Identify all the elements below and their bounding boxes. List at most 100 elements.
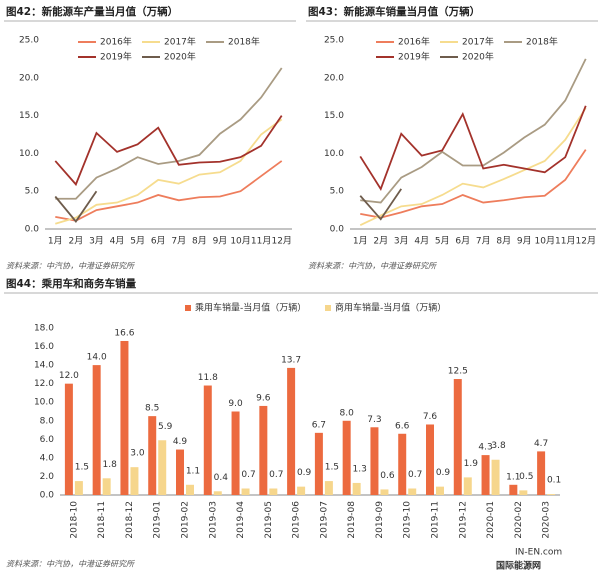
bar — [463, 477, 472, 495]
x-tick-label: 5月 — [435, 236, 450, 247]
legend-label: 2019年 — [398, 51, 430, 63]
chart-title: 图44：乘用车和商务车销量 — [6, 277, 137, 290]
data-label: 16.6 — [114, 328, 134, 338]
data-label: 12.0 — [59, 371, 79, 381]
bar — [352, 482, 361, 495]
data-label: 13.7 — [281, 355, 301, 365]
data-label: 1.1 — [186, 466, 200, 476]
bar — [64, 383, 73, 495]
x-tick-label: 2020-02 — [514, 501, 524, 539]
legend-label: 商用车销量-当月值（万辆） — [335, 302, 446, 314]
x-tick-label: 10月 — [230, 236, 250, 247]
legend-label: 2020年 — [462, 51, 494, 63]
y-tick-label: 6.0 — [40, 435, 55, 445]
x-tick-label: 5月 — [130, 236, 145, 247]
legend-label: 2017年 — [462, 36, 494, 48]
data-label: 0.1 — [547, 476, 561, 486]
data-label: 1.5 — [325, 463, 339, 473]
y-tick-label: 10.0 — [324, 149, 344, 159]
y-tick-label: 25.0 — [324, 36, 344, 46]
x-tick-label: 2019-12 — [458, 501, 468, 539]
x-tick-label: 4月 — [110, 236, 125, 247]
y-tick-label: 0.0 — [330, 225, 345, 235]
legend-label: 2020年 — [164, 51, 196, 63]
x-tick-label: 7月 — [476, 236, 491, 247]
bar — [269, 488, 278, 495]
data-label: 1.9 — [464, 459, 479, 469]
data-label: 3.0 — [130, 449, 145, 459]
data-label: 5.9 — [158, 422, 173, 432]
series-line — [54, 190, 98, 223]
x-tick-label: 2019-01 — [153, 501, 163, 539]
bar — [297, 486, 306, 495]
data-label: 6.7 — [312, 420, 326, 430]
y-tick-label: 20.0 — [324, 73, 344, 83]
data-label: 11.8 — [198, 373, 218, 383]
data-label: 4.9 — [173, 437, 188, 447]
bar — [426, 424, 434, 495]
series-line — [55, 160, 283, 222]
x-tick-label: 7月 — [171, 236, 186, 247]
data-label: 0.9 — [297, 468, 312, 478]
x-tick-label: 2019-05 — [264, 501, 274, 539]
x-tick-label: 2018-11 — [97, 501, 107, 539]
x-tick-label: 6月 — [151, 236, 166, 247]
y-tick-label: 14.0 — [34, 361, 54, 371]
legend-swatch — [185, 305, 191, 311]
y-tick-label: 15.0 — [19, 111, 39, 121]
data-label: 0.7 — [241, 470, 255, 480]
x-tick-label: 2019-04 — [236, 501, 246, 539]
x-tick-label: 3月 — [89, 236, 104, 247]
series-line — [54, 115, 283, 187]
x-tick-label: 2019-09 — [375, 501, 385, 539]
legend-label: 2017年 — [164, 36, 196, 48]
bar — [436, 486, 444, 495]
x-tick-label: 2020-03 — [542, 501, 552, 539]
y-tick-label: 10.0 — [34, 398, 54, 408]
y-tick-label: 15.0 — [324, 111, 344, 121]
y-tick-label: 0.0 — [40, 491, 55, 501]
bar — [176, 449, 184, 495]
x-tick-label: 2019-02 — [181, 501, 191, 539]
watermark: 国际能源网 — [496, 560, 541, 572]
data-label: 9.0 — [228, 399, 243, 409]
y-tick-label: 4.0 — [40, 453, 55, 463]
data-label: 7.3 — [367, 415, 381, 425]
x-tick-label: 12月 — [271, 236, 291, 247]
bar — [537, 451, 546, 495]
y-tick-label: 12.0 — [34, 379, 54, 389]
data-label: 7.6 — [423, 412, 438, 422]
bar — [287, 367, 296, 495]
bar — [241, 488, 250, 495]
series-line — [360, 58, 587, 204]
series-line — [359, 107, 587, 227]
x-tick-label: 6月 — [455, 236, 470, 247]
x-tick-label: 2019-08 — [347, 501, 357, 539]
x-tick-label: 2020-01 — [486, 501, 496, 539]
bar — [370, 427, 379, 495]
bar — [130, 467, 139, 495]
x-tick-label: 8月 — [192, 236, 207, 247]
data-label: 0.5 — [519, 472, 533, 482]
x-tick-label: 2019-11 — [431, 501, 441, 539]
series-line — [359, 105, 587, 191]
x-tick-label: 11月 — [251, 236, 271, 247]
data-label: 0.4 — [214, 473, 229, 483]
data-label: 0.9 — [436, 468, 451, 478]
y-tick-label: 25.0 — [19, 36, 39, 46]
x-tick-label: 3月 — [394, 236, 409, 247]
data-label: 0.7 — [408, 470, 422, 480]
y-tick-label: 0.0 — [25, 225, 40, 235]
data-label: 1.3 — [353, 464, 367, 474]
x-tick-label: 2月 — [69, 236, 84, 247]
data-label: 1.5 — [75, 463, 89, 473]
data-label: 6.6 — [395, 421, 410, 431]
bar — [453, 379, 462, 495]
series-line — [359, 188, 402, 221]
bar — [481, 455, 490, 495]
bar — [158, 440, 167, 495]
bar — [398, 433, 407, 495]
y-tick-label: 16.0 — [34, 342, 54, 352]
x-tick-label: 12月 — [576, 236, 596, 247]
